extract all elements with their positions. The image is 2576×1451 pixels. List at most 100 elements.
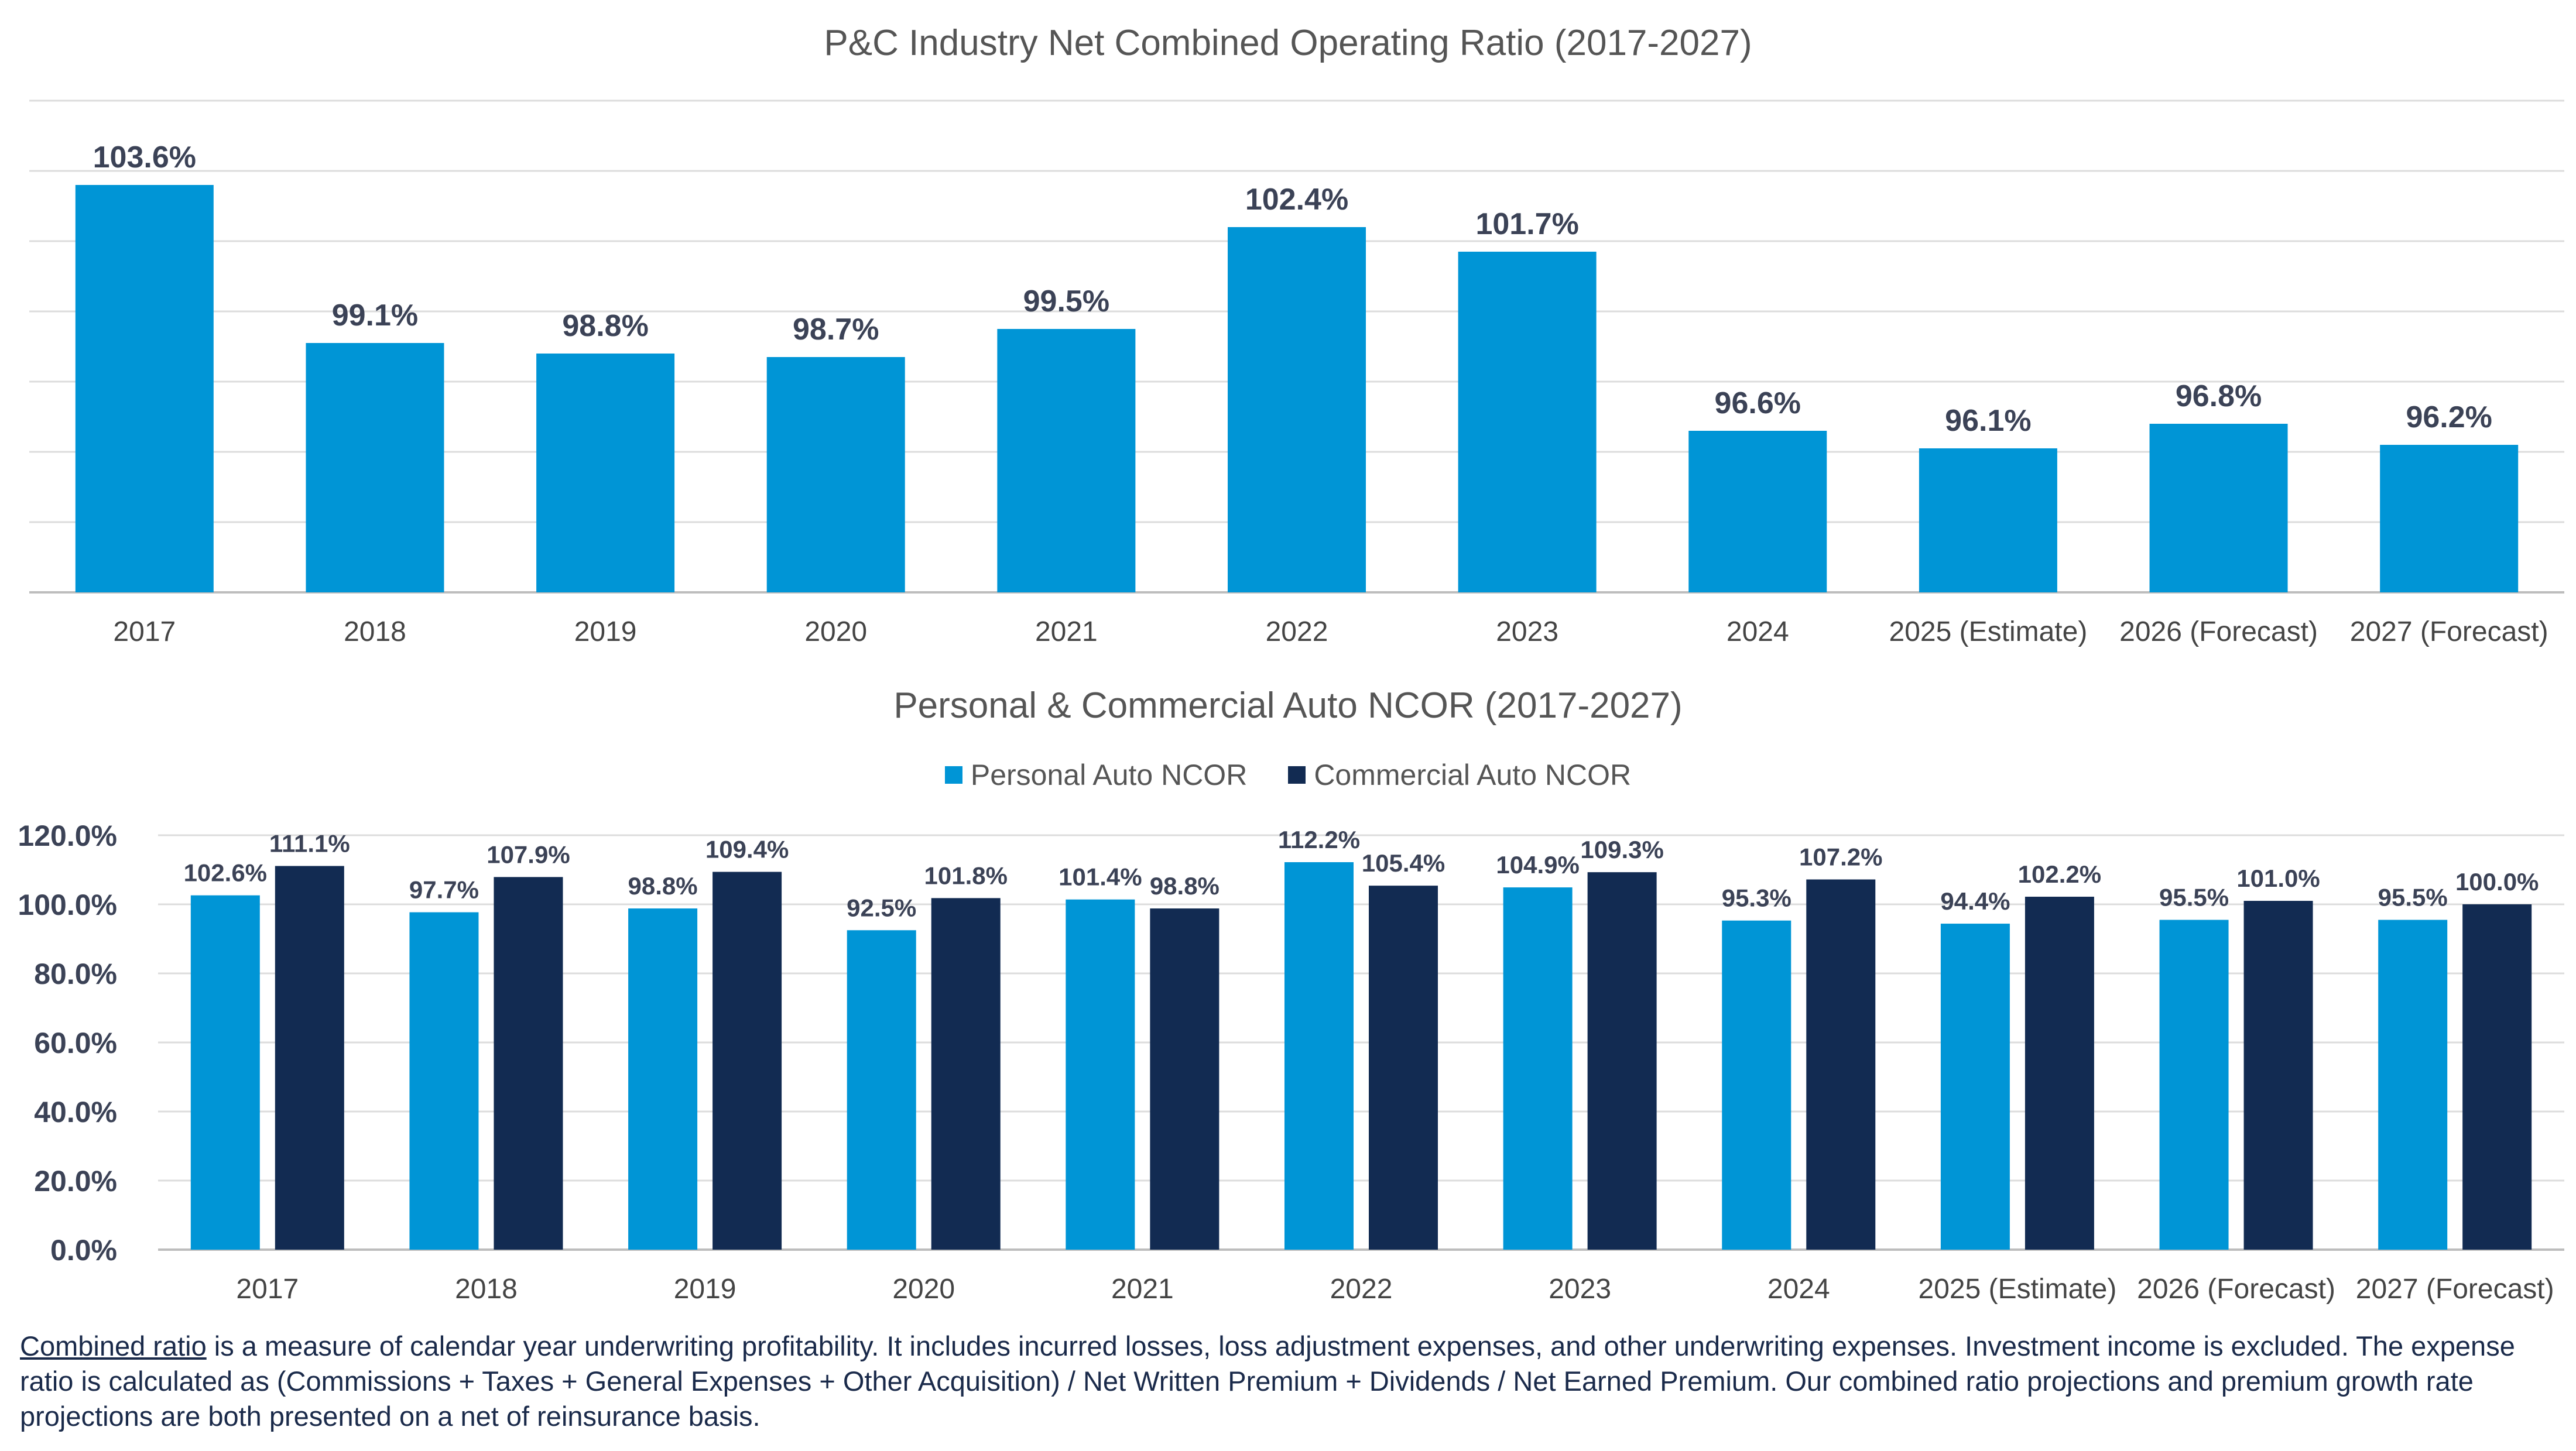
data-label: 105.4% — [1362, 849, 1445, 877]
bar — [1688, 431, 1827, 592]
y-tick-label: 100.0% — [18, 889, 117, 921]
x-tick-label: 2026 (Forecast) — [2137, 1274, 2335, 1305]
y-tick-label: 40.0% — [34, 1096, 117, 1128]
data-label: 97.7% — [409, 876, 479, 904]
data-label: 101.4% — [1059, 863, 1142, 891]
data-label: 112.2% — [1278, 826, 1360, 853]
data-label: 102.4% — [1245, 183, 1348, 217]
x-tick-label: 2018 — [455, 1274, 518, 1305]
bar-personal — [2378, 920, 2448, 1250]
legend-label-personal: Personal Auto NCOR — [970, 759, 1248, 791]
bar — [306, 343, 444, 592]
x-tick-label: 2017 — [236, 1274, 299, 1305]
x-tick-label: 2022 — [1330, 1274, 1393, 1305]
x-tick-label: 2025 (Estimate) — [1889, 616, 2088, 647]
y-tick-label: 20.0% — [34, 1165, 117, 1198]
combined-ratio-link[interactable]: Combined ratio — [20, 1330, 207, 1361]
bar-personal — [409, 912, 479, 1250]
x-tick-label: 2020 — [804, 616, 867, 647]
data-label: 101.8% — [924, 862, 1008, 889]
data-label: 101.7% — [1475, 207, 1578, 241]
bar — [1458, 252, 1597, 592]
legend-item-personal: Personal Auto NCOR — [944, 758, 1248, 792]
data-label: 99.1% — [332, 299, 418, 332]
chart2-title: Personal & Commercial Auto NCOR (2017-20… — [893, 685, 1683, 726]
x-tick-label: 2021 — [1111, 1274, 1174, 1305]
x-tick-label: 2024 — [1767, 1274, 1830, 1305]
data-label: 95.5% — [2159, 884, 2229, 911]
bar-personal — [190, 895, 260, 1250]
auto-ncor-chart: 0.0% 20.0% 40.0% 60.0% 80.0% 100.0% 120.0% 102.… — [18, 819, 2564, 1305]
legend-item-commercial: Commercial Auto NCOR — [1288, 758, 1631, 792]
combined-ratio-chart: 103.6% 2017 99.1% 2018 98.8% 2019 98.7% 2020 99.… — [29, 100, 2564, 647]
data-label: 102.6% — [184, 859, 267, 887]
x-tick-label: 2023 — [1496, 616, 1558, 647]
bar — [997, 329, 1136, 592]
bar-personal — [847, 930, 916, 1250]
legend-swatch-personal — [944, 766, 962, 784]
data-label: 96.2% — [2406, 400, 2492, 434]
bar-personal — [1722, 920, 1791, 1250]
x-tick-label: 2022 — [1266, 616, 1328, 647]
bar-personal — [628, 908, 698, 1250]
bar — [2149, 424, 2288, 592]
bar — [1919, 448, 2057, 592]
y-tick-label: 120.0% — [18, 819, 117, 852]
bar-commercial — [494, 877, 563, 1250]
footnote-text: is a measure of calendar year underwriti… — [20, 1330, 2515, 1432]
data-label: 94.4% — [1940, 887, 2010, 915]
bar-commercial — [1806, 879, 1876, 1250]
bar-personal — [1066, 899, 1135, 1250]
bar — [2380, 445, 2519, 592]
bar-commercial — [275, 866, 344, 1250]
data-label: 100.0% — [2455, 868, 2539, 896]
data-label: 96.1% — [1945, 404, 2031, 438]
bar-personal — [1940, 924, 2010, 1250]
bar-personal — [1503, 887, 1573, 1250]
y-tick-label: 80.0% — [34, 958, 117, 990]
data-label: 98.8% — [628, 872, 698, 900]
bar-commercial — [931, 898, 1001, 1250]
bar — [766, 357, 905, 592]
bar-commercial — [2243, 901, 2313, 1250]
chart2-legend: Personal Auto NCOR Commercial Auto NCOR — [0, 758, 2576, 792]
data-label: 107.2% — [1799, 843, 1882, 871]
data-label: 96.8% — [2176, 379, 2262, 413]
data-label: 98.8% — [1150, 872, 1220, 900]
data-label: 98.8% — [562, 309, 648, 343]
x-tick-label: 2017 — [113, 616, 176, 647]
bar-personal — [1284, 862, 1354, 1250]
chart1-title: P&C Industry Net Combined Operating Rati… — [824, 23, 1752, 63]
y-tick-label: 0.0% — [50, 1234, 117, 1267]
data-label: 95.5% — [2378, 884, 2448, 911]
data-label: 92.5% — [847, 894, 916, 921]
data-label: 103.6% — [93, 140, 196, 174]
x-tick-label: 2027 (Forecast) — [2356, 1274, 2554, 1305]
x-tick-label: 2025 (Estimate) — [1919, 1274, 2117, 1305]
data-label: 96.6% — [1715, 386, 1801, 420]
data-label: 111.1% — [269, 830, 350, 857]
bar-commercial — [1150, 908, 1220, 1250]
x-tick-label: 2027 (Forecast) — [2350, 616, 2548, 647]
x-tick-label: 2019 — [674, 1274, 737, 1305]
data-label: 109.3% — [1580, 836, 1663, 863]
y-tick-label: 60.0% — [34, 1027, 117, 1059]
bar-personal — [2159, 920, 2229, 1250]
bar-commercial — [712, 872, 782, 1250]
x-tick-label: 2023 — [1549, 1274, 1611, 1305]
data-label: 98.7% — [793, 313, 879, 347]
x-tick-label: 2024 — [1727, 616, 1789, 647]
x-tick-label: 2019 — [574, 616, 637, 647]
data-label: 95.3% — [1722, 884, 1791, 912]
bar — [536, 354, 675, 592]
bar — [75, 185, 214, 592]
bar-commercial — [2462, 904, 2532, 1250]
data-label: 101.0% — [2236, 865, 2320, 892]
x-tick-label: 2018 — [344, 616, 406, 647]
x-tick-label: 2020 — [892, 1274, 955, 1305]
bar — [1228, 227, 1366, 592]
bar-commercial — [1369, 886, 1438, 1250]
data-label: 102.2% — [2018, 860, 2101, 888]
data-label: 109.4% — [705, 836, 789, 863]
bar-commercial — [1587, 872, 1657, 1250]
